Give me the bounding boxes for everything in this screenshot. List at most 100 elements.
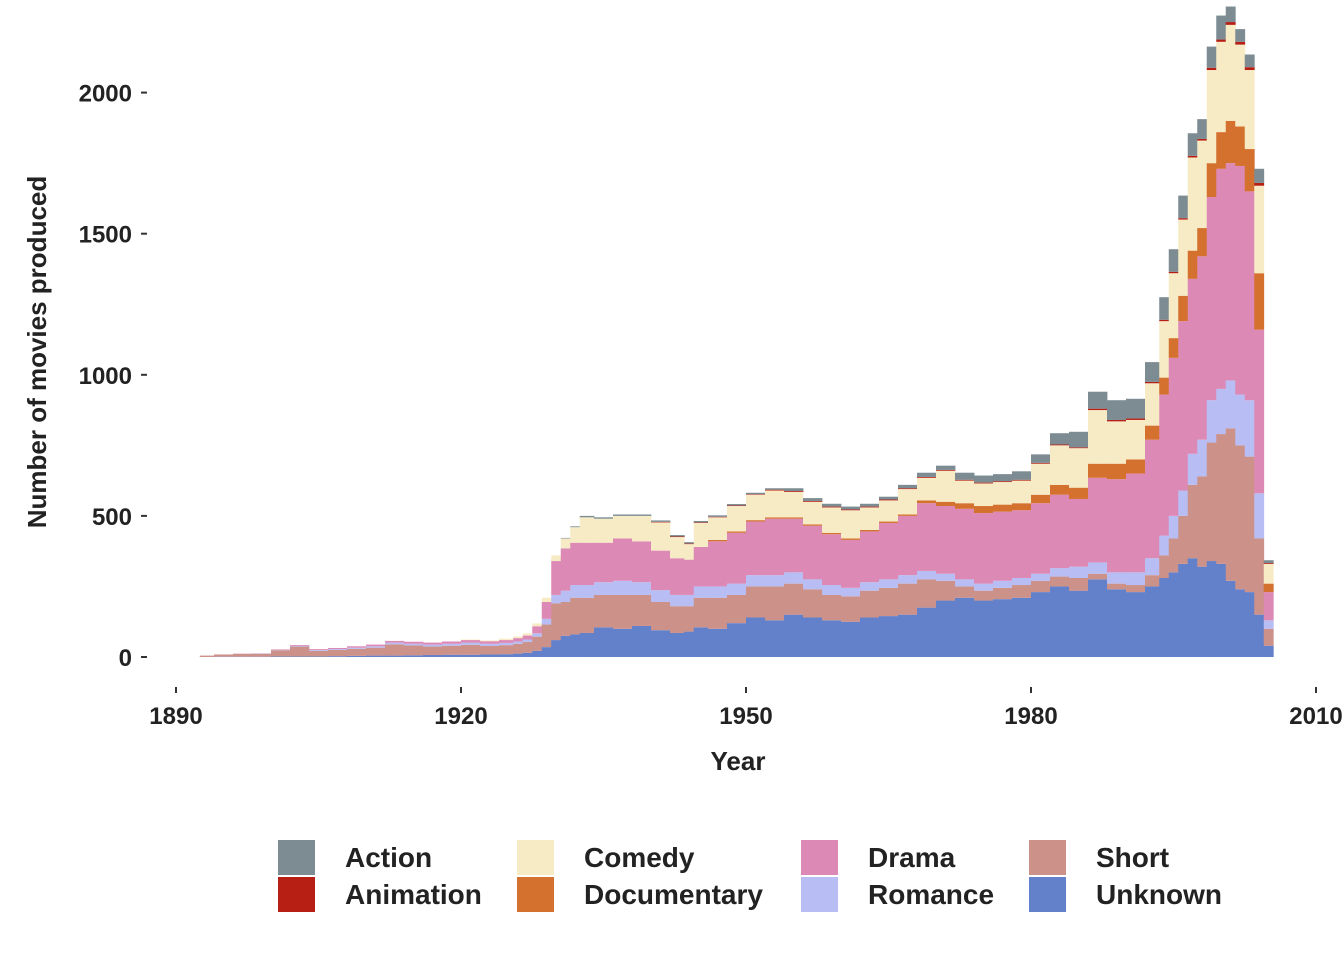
bar-unknown-1945 (693, 627, 709, 657)
bar-romance-1947 (708, 586, 728, 598)
bar-short-1969 (917, 579, 937, 608)
bar-animation-1959 (822, 506, 842, 508)
bar-unknown-1994 (1159, 577, 1170, 657)
bar-drama-1943 (670, 558, 685, 595)
bar-drama-1937 (613, 538, 633, 581)
bar-action-1961 (841, 506, 861, 510)
bar-comedy-1973 (955, 480, 975, 504)
bar-short-1899 (252, 653, 272, 657)
bar-animation-1994 (1159, 319, 1170, 322)
bar-romance-1969 (917, 570, 937, 580)
bar-unknown-1927 (522, 652, 533, 657)
bar-documentary-1947 (708, 539, 728, 542)
bar-comedy-1923 (480, 640, 500, 642)
y-axis-title: Number of movies produced (22, 176, 52, 529)
bar-short-1939 (632, 594, 652, 626)
bar-unknown-1991 (1126, 592, 1146, 657)
x-tick-label: 1980 (1004, 703, 1057, 730)
bar-short-1925 (499, 645, 514, 655)
legend-item-animation: Animation (278, 877, 482, 913)
bar-animation-1944 (684, 543, 695, 545)
bar-documentary-1981 (1031, 494, 1051, 504)
bar-short-1930 (551, 603, 562, 641)
bar-romance-1929 (541, 618, 552, 625)
bar-drama-1987 (1088, 477, 1108, 563)
bar-unknown-1926 (513, 653, 524, 657)
legend-item-unknown: Unknown (1029, 877, 1222, 913)
legend-label: Comedy (584, 842, 695, 873)
bar-drama-1981 (1031, 503, 1051, 574)
y-tick-label: 1000 (79, 363, 132, 390)
bar-romance-1955 (784, 572, 804, 584)
bar-action-1979 (1012, 471, 1032, 480)
bar-unknown-1913 (385, 655, 405, 657)
legend-swatch (278, 877, 315, 913)
bar-action-1998 (1197, 119, 1208, 139)
legend: Action Animation Comedy Documentary Drama Rom… (278, 840, 1278, 920)
bar-animation-1979 (1012, 479, 1032, 481)
bar-animation-1945 (693, 522, 709, 523)
bar-unknown-1921 (461, 654, 481, 657)
bar-romance-1999 (1206, 400, 1217, 443)
bar-action-1963 (860, 503, 880, 507)
bar-unknown-1901 (271, 656, 291, 657)
legend-label: Documentary (584, 879, 763, 910)
bar-unknown-1967 (898, 614, 918, 657)
bar-unknown-1911 (366, 655, 386, 657)
bar-short-1901 (271, 650, 291, 657)
legend-item-romance: Romance (801, 877, 994, 913)
bar-short-1921 (461, 644, 481, 655)
bar-action-1999 (1206, 46, 1217, 68)
bar-comedy-1949 (727, 506, 747, 532)
bar-comedy-1981 (1031, 463, 1051, 495)
bar-romance-1903 (290, 645, 310, 647)
bar-drama-1959 (822, 534, 842, 586)
bar-short-2000 (1216, 434, 1227, 564)
legend-label: Drama (868, 842, 956, 873)
bar-documentary-1977 (993, 504, 1013, 512)
legend-label: Unknown (1096, 879, 1222, 910)
bar-documentary-1955 (784, 517, 804, 519)
bar-comedy-1943 (670, 537, 685, 559)
bar-documentary-1949 (727, 531, 747, 533)
bar-short-1932 (570, 597, 581, 635)
bar-unknown-1917 (423, 655, 443, 657)
bar-drama-1949 (727, 532, 747, 584)
bar-animation-1955 (784, 491, 804, 492)
bar-unknown-1939 (632, 625, 652, 657)
bar-short-1933 (579, 597, 595, 634)
y-axis: 0 500 1000 1500 2000 (79, 81, 147, 672)
bar-short-1913 (385, 644, 405, 656)
bar-unknown-1969 (917, 607, 937, 657)
bar-short-1911 (366, 647, 386, 656)
bar-drama-1957 (803, 525, 823, 580)
bar-romance-1930 (551, 594, 562, 604)
bar-short-1985 (1069, 577, 1089, 591)
bar-short-1927 (522, 642, 533, 653)
bar-short-1917 (423, 646, 443, 656)
bar-documentary-1969 (917, 500, 937, 504)
bar-short-1907 (328, 649, 348, 657)
bar-short-1903 (290, 646, 310, 657)
bar-animation-1949 (727, 505, 747, 507)
bar-comedy-1955 (784, 491, 804, 518)
bar-comedy-1937 (613, 515, 633, 539)
bar-action-1945 (693, 520, 709, 523)
bar-short-1979 (1012, 585, 1032, 598)
bar-animation-1943 (670, 536, 685, 538)
bar-romance-1977 (993, 580, 1013, 588)
bar-drama-1963 (860, 531, 880, 583)
bar-action-2004 (1254, 168, 1265, 183)
bar-action-1981 (1031, 454, 1051, 463)
bar-romance-2001 (1225, 380, 1236, 429)
bar-romance-1985 (1069, 566, 1089, 578)
bar-action-1989 (1107, 400, 1127, 420)
bar-romance-2000 (1216, 388, 1227, 435)
bar-comedy-1967 (898, 489, 918, 515)
legend-swatch (801, 877, 838, 913)
bar-romance-1997 (1187, 453, 1198, 485)
bar-unknown-1947 (708, 628, 728, 657)
bar-documentary-1999 (1206, 163, 1217, 198)
bar-unknown-1999 (1206, 561, 1217, 657)
bar-comedy-1941 (651, 522, 671, 551)
